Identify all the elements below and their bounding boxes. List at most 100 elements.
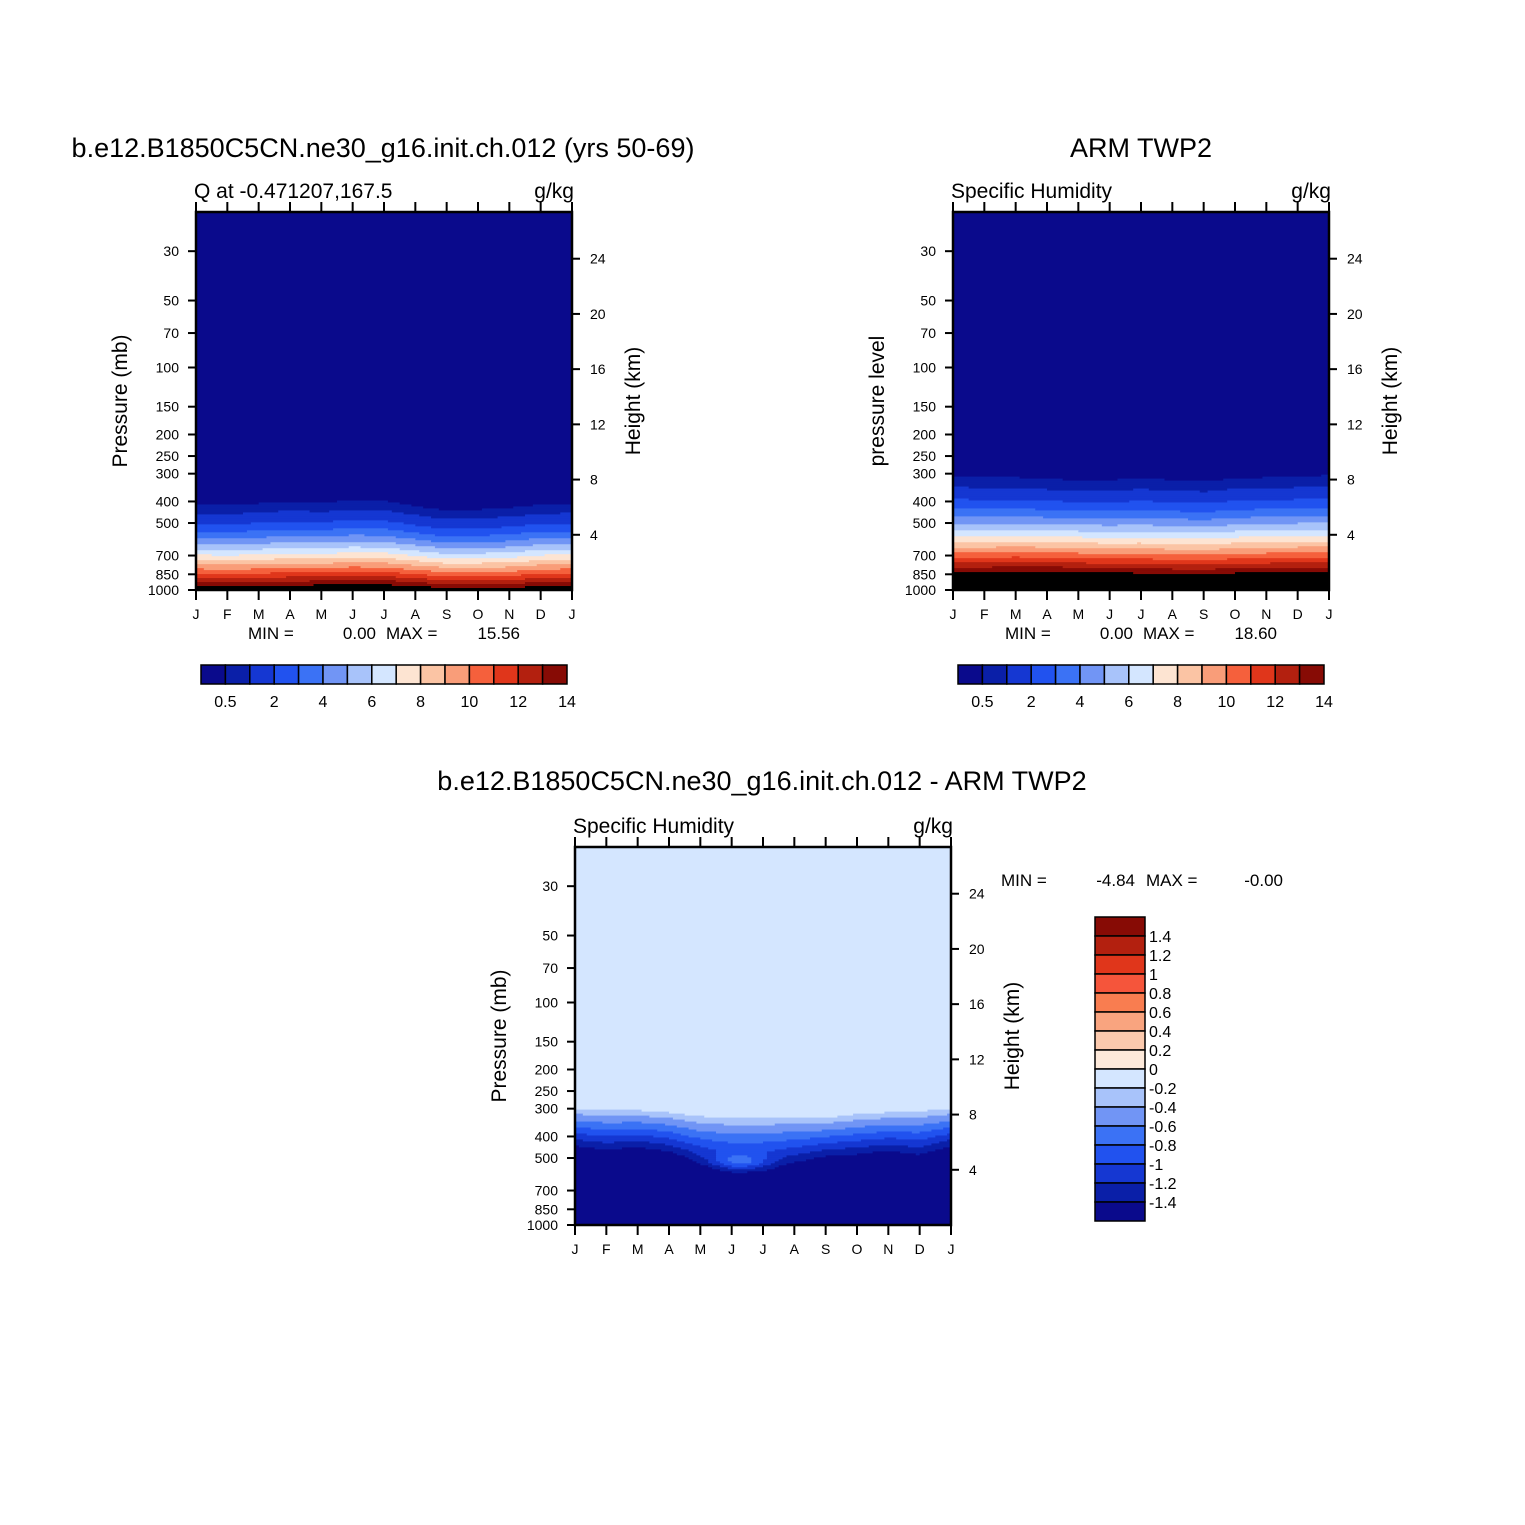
model-ytick-label: 30 <box>163 243 179 259</box>
diff-field-cell <box>669 1137 701 1141</box>
model-field-cell <box>391 510 573 514</box>
model-field-cell <box>415 538 530 541</box>
obs-field-cell <box>1133 488 1150 492</box>
diff-field-cell <box>575 1173 952 1176</box>
obs-field-cell <box>953 420 1330 424</box>
diff-field-cell <box>907 1145 925 1149</box>
diff-field-cell <box>900 1151 929 1154</box>
diff-field-cell <box>575 980 952 983</box>
diff-field-cell <box>575 998 952 1001</box>
model-field-cell <box>196 351 573 354</box>
obs-y2tick-label: 24 <box>1347 251 1363 267</box>
diff-field-cell <box>575 866 952 870</box>
model-field-cell <box>560 568 573 571</box>
obs-field-cell <box>953 422 1330 426</box>
diff-field-cell <box>575 1169 721 1172</box>
diff-field-cell <box>575 1095 952 1099</box>
diff-field-cell <box>575 1189 952 1192</box>
obs-ytick-label: 850 <box>913 566 937 582</box>
obs-field-cell <box>953 299 1330 303</box>
obs-field-cell <box>953 566 993 569</box>
diff-ylabel-right: Height (km) <box>1001 982 1024 1091</box>
diff-field-cell <box>575 1187 952 1190</box>
model-field-cell <box>387 562 444 565</box>
diff-field-cell <box>821 1149 936 1152</box>
diff-colorbar-label: 0 <box>1149 1062 1158 1079</box>
obs-field-cell <box>1254 508 1330 512</box>
obs-y2tick-label: 12 <box>1347 416 1363 432</box>
obs-field-cell <box>1219 548 1330 551</box>
obs-field-cell <box>1211 518 1330 521</box>
obs-field-cell <box>1215 568 1330 571</box>
model-field-cell <box>387 520 573 523</box>
diff-field-cell <box>582 1113 686 1117</box>
model-field-cell <box>391 584 573 587</box>
diff-field-cell <box>575 1167 713 1170</box>
obs-field-cell <box>953 456 1330 460</box>
obs-field-cell <box>992 566 1064 569</box>
model-subtitle-left: Q at -0.471207,167.5 <box>194 180 393 203</box>
diff-field-cell <box>763 1161 776 1164</box>
obs-field-cell <box>953 357 1330 360</box>
model-field-cell <box>196 472 573 476</box>
model-field-cell <box>196 410 573 414</box>
model-field-cell <box>196 357 573 360</box>
obs-field-cell <box>953 301 1330 305</box>
model-field-cell <box>196 349 573 352</box>
model-ytick-label: 1000 <box>148 582 179 598</box>
obs-field-cell <box>953 329 1330 332</box>
obs-field-cell <box>953 385 1330 388</box>
model-xtick-label: D <box>536 606 546 622</box>
diff-xtick-label: J <box>948 1241 955 1257</box>
diff-colorbar-box <box>1094 1106 1146 1127</box>
model-field-cell <box>196 337 573 340</box>
obs-field-cell <box>1148 488 1228 492</box>
obs-field-cell <box>953 281 1330 285</box>
model-xtick-label: S <box>442 606 451 622</box>
model-field-cell <box>427 574 522 577</box>
model-field-cell <box>196 295 573 299</box>
model-field-cell <box>196 321 573 325</box>
model-field-cell <box>333 520 389 523</box>
model-field-cell <box>196 504 413 508</box>
model-field-cell <box>196 387 573 390</box>
model-field-cell <box>196 279 573 283</box>
diff-field-cell <box>575 1049 952 1053</box>
model-field-cell <box>387 552 440 555</box>
diff-field-cell <box>575 1125 678 1129</box>
obs-field-cell <box>953 397 1330 400</box>
diff-field-cell <box>927 1137 952 1141</box>
model-field-cell <box>196 448 573 452</box>
diff-field-cell <box>747 1155 768 1158</box>
diff-field-cell <box>723 1123 776 1127</box>
model-field-cell <box>196 458 573 462</box>
diff-field-cell <box>575 1034 952 1037</box>
obs-field-cell <box>1133 572 1236 575</box>
diff-field-cell <box>774 1167 952 1170</box>
obs-y2tick-label: 16 <box>1347 361 1363 377</box>
model-field-cell <box>196 510 279 514</box>
model-field-cell <box>196 212 573 215</box>
diff-field-cell <box>575 904 952 908</box>
obs-field-cell <box>953 339 1330 342</box>
model-xtick-label: J <box>381 606 388 622</box>
model-field-cell <box>196 408 573 412</box>
model-field-cell <box>196 580 311 583</box>
obs-field-cell <box>953 434 1330 438</box>
diff-ytick-label: 150 <box>535 1034 559 1050</box>
model-field-cell <box>196 263 573 267</box>
obs-field-cell <box>953 273 1330 277</box>
diff-field-cell <box>770 1163 788 1166</box>
diff-subtitle-left: Specific Humidity <box>573 815 735 838</box>
diff-field-cell <box>575 1022 952 1025</box>
model-field-cell <box>364 534 436 537</box>
diff-field-cell <box>708 1147 788 1150</box>
obs-field-cell <box>953 548 1166 551</box>
diff-field-cell <box>575 936 952 940</box>
model-field-cell <box>196 402 573 406</box>
diff-field-cell <box>575 968 952 971</box>
obs-y2tick-label: 20 <box>1347 306 1363 322</box>
diff-field-cell <box>782 1157 815 1160</box>
obs-field-cell <box>953 576 1330 579</box>
